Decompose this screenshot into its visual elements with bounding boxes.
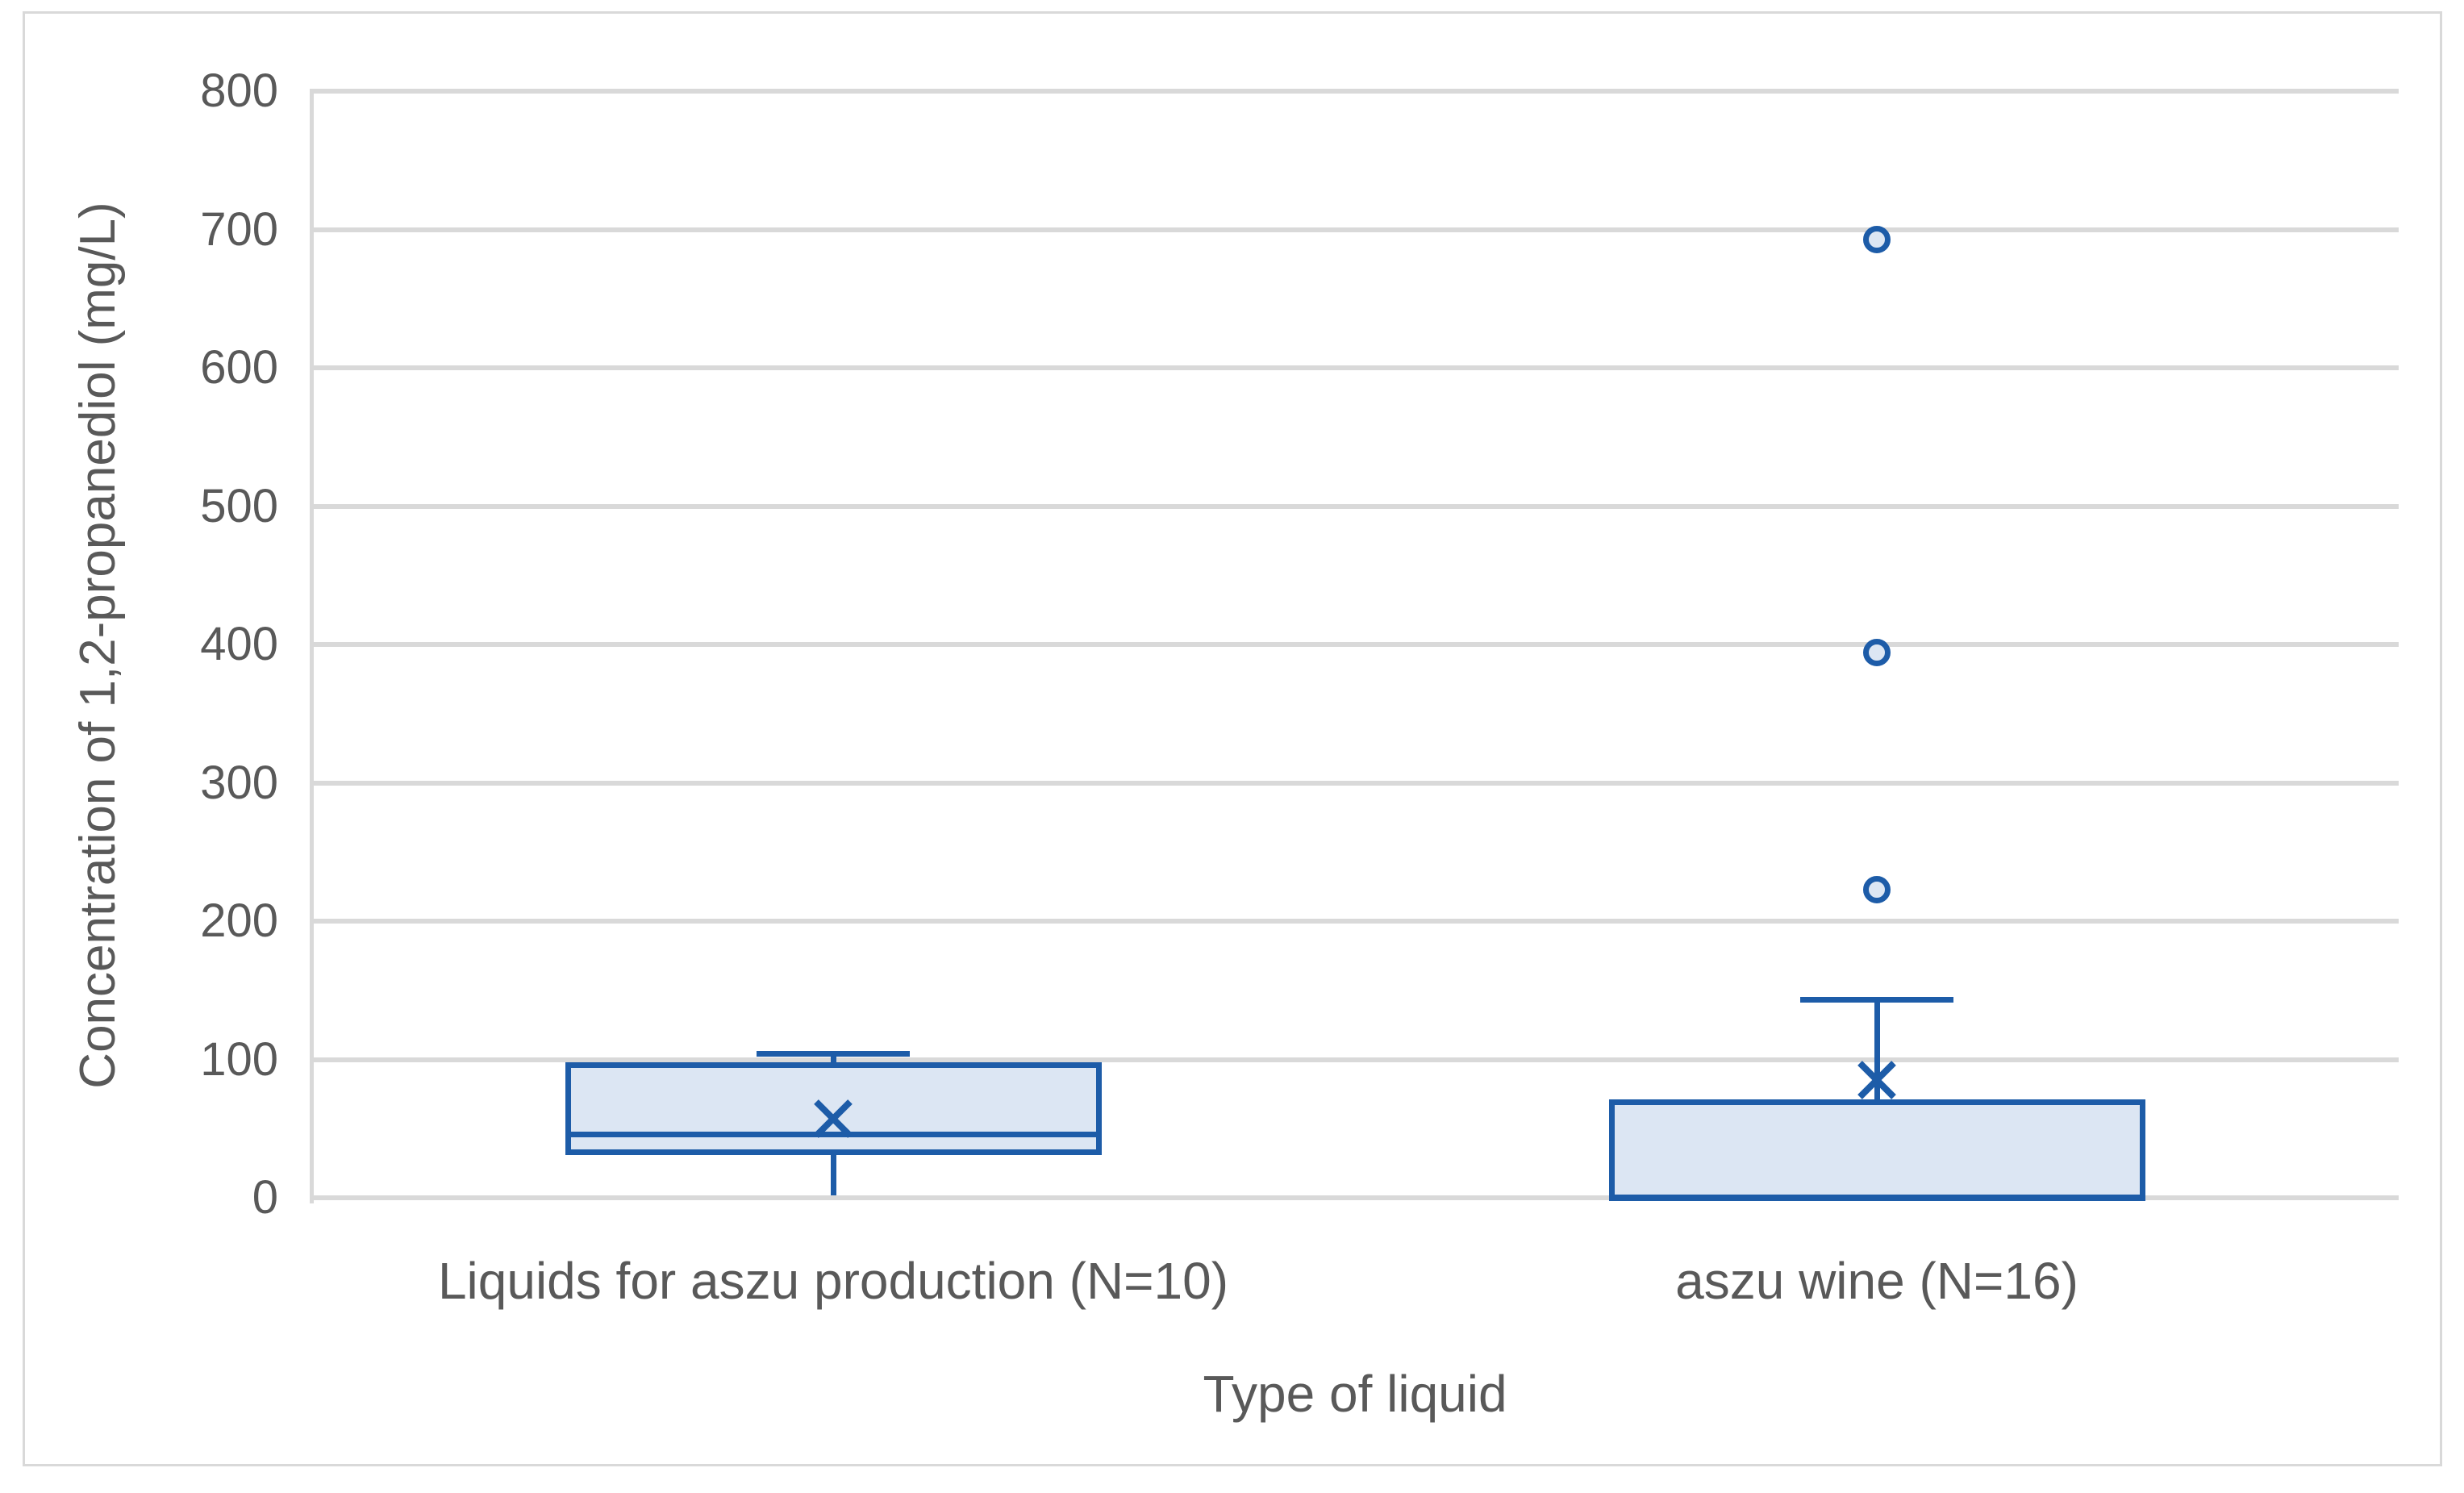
category-label: aszu wine (N=16) (1675, 1252, 2078, 1310)
gridline (311, 503, 2399, 509)
y-axis-line (310, 89, 314, 1203)
gridline (311, 1195, 2399, 1200)
upper-whisker-cap (757, 1051, 910, 1057)
mean-x-marker (811, 1096, 856, 1141)
x-axis-title: Type of liquid (1203, 1365, 1507, 1423)
y-tick-label: 200 (200, 895, 278, 947)
y-tick-label: 100 (200, 1032, 278, 1086)
upper-whisker (1874, 999, 1880, 1103)
median-line (1608, 1195, 2145, 1201)
gridline (311, 780, 2399, 786)
gridline (311, 89, 2399, 94)
mean-x-marker (1854, 1057, 1899, 1103)
box (1608, 1099, 2145, 1201)
upper-whisker (830, 1053, 836, 1066)
gridline (311, 227, 2399, 232)
gridline (311, 919, 2399, 924)
y-tick-label: 500 (200, 479, 278, 532)
y-tick-label: 400 (200, 618, 278, 670)
y-tick-label: 700 (200, 202, 278, 256)
gridline (311, 642, 2399, 647)
y-tick-label: 0 (252, 1171, 278, 1224)
y-tick-label: 300 (200, 756, 278, 809)
figure-border (23, 11, 2442, 1466)
y-tick-label: 600 (200, 341, 278, 394)
outlier-point (1863, 875, 1891, 903)
gridline (311, 365, 2399, 370)
upper-whisker-cap (1800, 997, 1953, 1003)
outlier-point (1863, 225, 1891, 253)
outlier-point (1863, 639, 1891, 667)
box (565, 1061, 1102, 1155)
y-tick-label: 800 (200, 65, 278, 117)
category-label: Liquids for aszu production (N=10) (437, 1252, 1229, 1310)
y-axis-title-text: Concentration of 1,2-propanediol (mg/L) (70, 202, 126, 1089)
median-line (565, 1131, 1102, 1137)
gridline (311, 1057, 2399, 1062)
lower-whisker (830, 1152, 836, 1195)
